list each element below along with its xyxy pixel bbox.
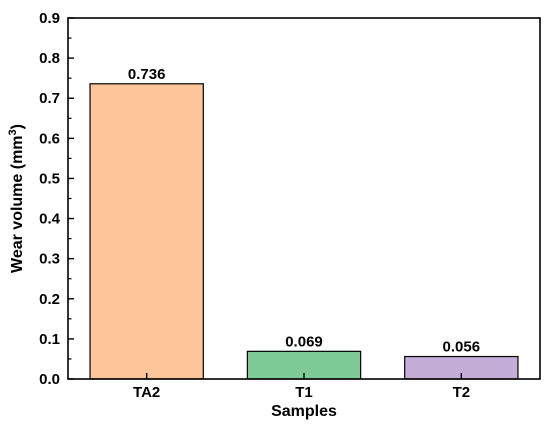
y-tick-label: 0.8 [39, 50, 60, 67]
x-axis-title: Samples [271, 403, 337, 420]
plot-frame [67, 17, 541, 380]
y-tick-label: 0.6 [39, 130, 60, 147]
y-tick-label: 0.0 [39, 371, 60, 388]
x-tick-label: T1 [295, 384, 313, 401]
data-label-t2: 0.056 [443, 339, 481, 356]
y-tick-label: 0.2 [39, 291, 60, 308]
x-axis-ticks: TA2 T1 T2 [133, 373, 470, 401]
y-axis-title: Wear volume (mm3) [7, 124, 26, 273]
x-tick-label: TA2 [133, 384, 160, 401]
y-tick-label: 0.7 [39, 90, 60, 107]
data-label-ta2: 0.736 [128, 66, 166, 83]
y-axis-title-end: ) [9, 124, 26, 129]
x-tick-label: T2 [453, 384, 471, 401]
y-tick-label: 0.9 [39, 10, 60, 27]
y-axis-title-superscript: 3 [7, 129, 19, 135]
y-tick-label: 0.4 [39, 211, 61, 228]
y-tick-label: 0.5 [39, 170, 60, 187]
bars-group [89, 83, 519, 380]
y-tick-label: 0.3 [39, 251, 60, 268]
data-labels-group: 0.736 0.069 0.056 [128, 66, 480, 356]
y-axis-title-main: Wear volume (mm [9, 135, 26, 273]
y-axis-ticks: 0.0 0.1 0.2 0.3 0.4 0.5 0.6 0.7 0.8 0.9 [39, 10, 74, 388]
data-label-t1: 0.069 [285, 333, 323, 350]
bar-ta2 [89, 83, 204, 380]
y-tick-label: 0.1 [39, 331, 60, 348]
